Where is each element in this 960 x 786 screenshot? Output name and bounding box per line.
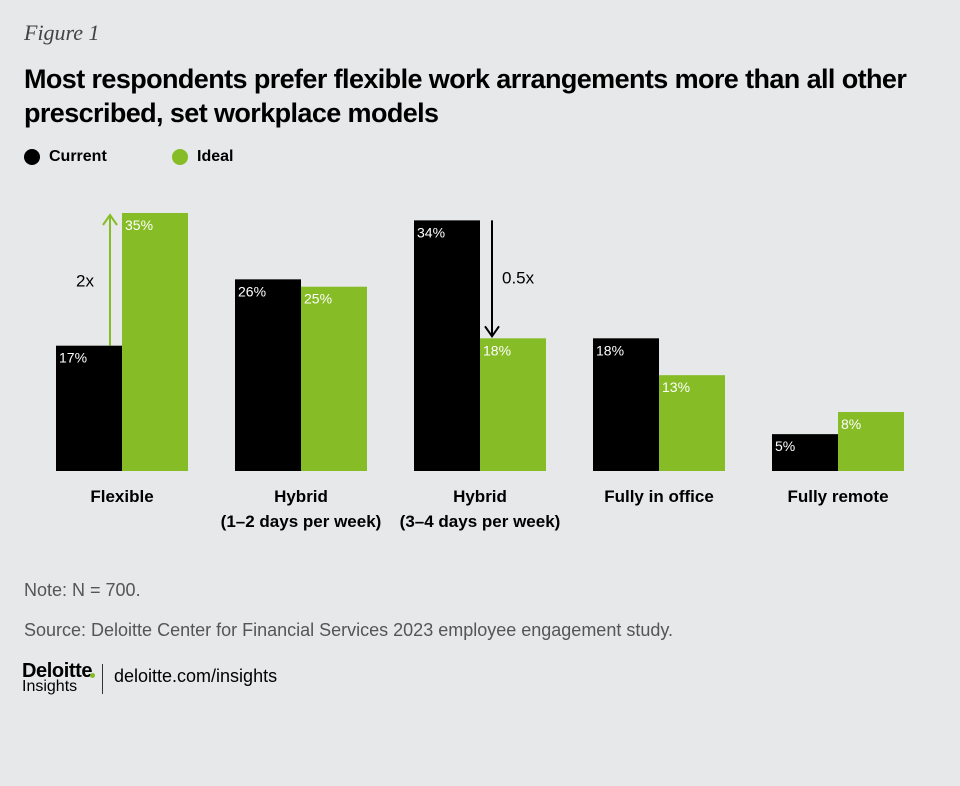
bar-current-2 [235, 279, 301, 471]
legend-item-ideal: Ideal [172, 148, 233, 166]
deloitte-logo: Deloitte [22, 660, 93, 682]
source-note: Source: Deloitte Center for Financial Se… [24, 620, 674, 640]
category-label-3-line-1: Hybrid [453, 487, 507, 506]
bar-current-1 [56, 345, 122, 471]
category-label-2-line-2: (1–2 days per week) [221, 512, 382, 531]
data-label-ideal-2: 25% [304, 291, 332, 307]
category-label-4: Fully in office [604, 487, 714, 506]
legend-label-current: Current [49, 148, 107, 165]
bar-ideal-2 [301, 286, 367, 471]
figure-label: Figure 1 [24, 20, 100, 45]
legend-swatch-current [24, 149, 40, 165]
bar-current-4 [593, 338, 659, 471]
deloitte-logo-dot [90, 673, 95, 678]
data-label-current-5: 5% [775, 438, 795, 454]
bar-current-5 [772, 434, 838, 471]
legend-item-current: Current [24, 148, 107, 166]
legend-swatch-ideal [172, 149, 188, 165]
category-label-1: Flexible [90, 487, 153, 506]
data-label-ideal-4: 13% [662, 379, 690, 395]
annotation-label-0-5x: 0.5x [502, 268, 535, 287]
data-label-ideal-5: 8% [841, 416, 861, 432]
note: Note: N = 700. [24, 580, 141, 600]
legend-label-ideal: Ideal [197, 148, 234, 165]
data-label-current-1: 17% [59, 350, 87, 366]
data-label-current-4: 18% [596, 342, 624, 358]
bar-chart: 17% 26% 34% 18% 5% 35% 25% 18% 13% 8% Flexible Hybr… [56, 213, 904, 531]
data-label-ideal-3: 18% [483, 342, 511, 358]
annotation-arrowhead-down [484, 325, 500, 339]
footer-link[interactable]: deloitte.com/insights [114, 666, 278, 686]
data-label-current-3: 34% [417, 224, 445, 240]
bar-ideal-4 [659, 375, 725, 471]
data-label-ideal-1: 35% [125, 217, 153, 233]
category-label-3-line-2: (3–4 days per week) [400, 512, 561, 531]
footer-divider [102, 664, 103, 694]
bar-ideal-5 [838, 412, 904, 471]
data-label-current-2: 26% [238, 283, 266, 299]
annotation-arrowhead-up [102, 213, 118, 226]
bar-ideal-3 [480, 338, 546, 471]
annotation-label-2x: 2x [76, 271, 94, 290]
category-label-2-line-1: Hybrid [274, 487, 328, 506]
chart-title: Most respondents prefer flexible work ar… [24, 64, 907, 128]
bar-current-3 [414, 220, 480, 471]
insights-logo-text: Insights [22, 678, 78, 695]
bar-ideal-1 [122, 213, 188, 471]
category-label-5: Fully remote [787, 487, 888, 506]
